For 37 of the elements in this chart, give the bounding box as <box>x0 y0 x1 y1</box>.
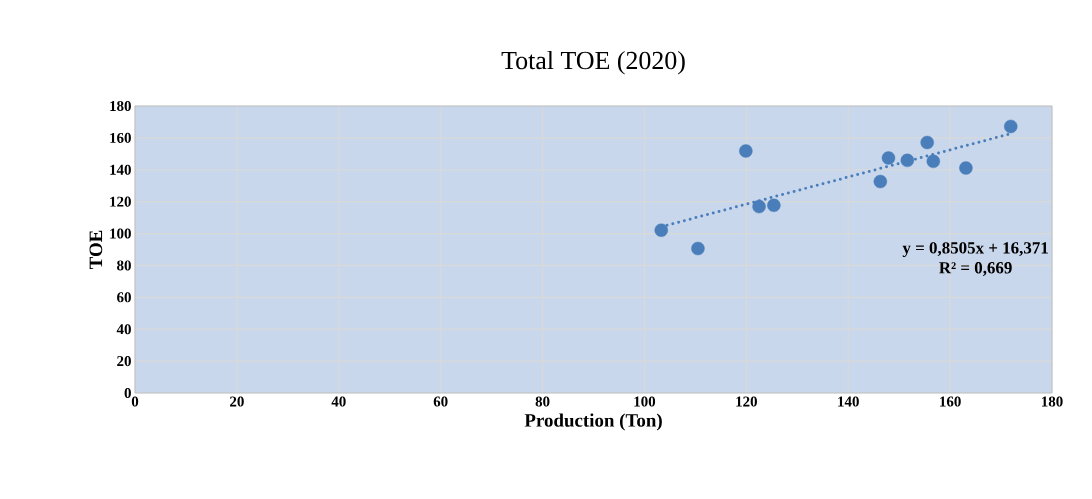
x-tick-label: 20 <box>230 396 244 407</box>
x-tick-label: 180 <box>1042 396 1063 407</box>
point <box>959 161 973 175</box>
x-tick-label: 120 <box>736 396 757 407</box>
x-tick-label: 40 <box>331 396 346 407</box>
annotation: R² = 0,669 <box>939 262 1012 276</box>
x-tick-label: 60 <box>433 396 448 407</box>
y-tick-label: 60 <box>117 292 131 303</box>
y-axis-title: TOE <box>89 230 103 270</box>
y-tick-label: 40 <box>116 324 131 335</box>
chart-title: Total TOE (2020) <box>501 51 685 75</box>
x-tick-label: 160 <box>940 396 961 407</box>
y-tick-label: 80 <box>117 260 131 271</box>
y-tick-label: 120 <box>110 196 131 207</box>
point <box>691 241 705 256</box>
x-tick-label: 0 <box>131 396 139 407</box>
y-tick-label: 0 <box>124 387 131 399</box>
y-tick-label: 100 <box>110 228 131 239</box>
point <box>739 144 753 158</box>
annotation: y = 0,8505x + 16,371 <box>902 242 1048 258</box>
y-tick-label: 20 <box>117 356 131 367</box>
point <box>881 151 896 165</box>
y-tick-label: 140 <box>110 164 131 175</box>
point <box>1004 119 1018 134</box>
point <box>926 154 941 169</box>
y-tick-label: 160 <box>110 132 131 143</box>
point <box>752 199 766 214</box>
x-tick-label: 140 <box>838 396 859 407</box>
point <box>767 198 781 213</box>
x-tick-label: 100 <box>634 396 656 407</box>
point <box>900 153 915 168</box>
point <box>873 174 888 189</box>
x-tick-label: 80 <box>535 396 550 407</box>
x-axis-title: Production (Ton) <box>524 413 662 431</box>
point <box>920 135 934 150</box>
y-tick-label: 180 <box>110 100 131 112</box>
point <box>654 223 668 237</box>
